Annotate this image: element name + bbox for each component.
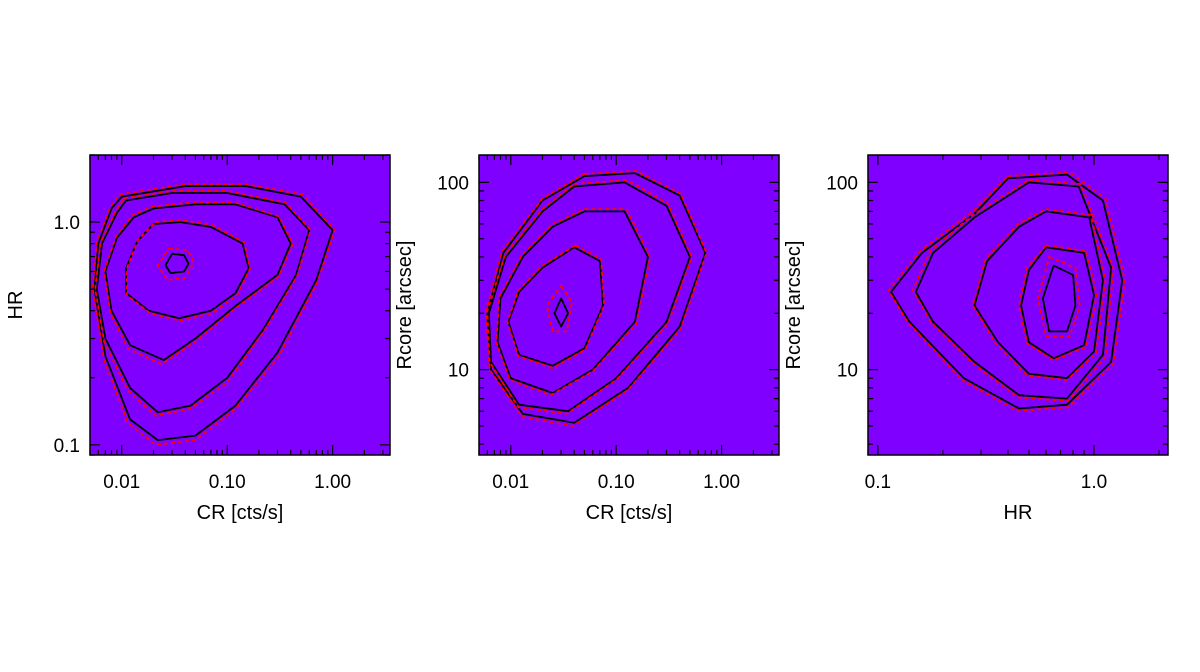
- y-tick-label: 10: [837, 361, 858, 382]
- axes-frame: [89, 154, 391, 456]
- y-tick-label: 0.1: [54, 436, 80, 457]
- x-axis-label: CR [cts/s]: [197, 502, 284, 524]
- solid-contour: [890, 173, 1124, 410]
- axes-frame: [478, 154, 780, 456]
- dashed-contour: [495, 208, 652, 397]
- dashed-contour: [1037, 255, 1081, 338]
- dashed-contour: [484, 170, 708, 427]
- dashed-contour: [91, 183, 336, 446]
- contour-lines: [887, 171, 1126, 413]
- plot-background: [868, 155, 1168, 455]
- y-axis-label: HR: [5, 291, 27, 320]
- solid-contour: [973, 210, 1104, 380]
- plot-background: [479, 155, 779, 455]
- x-tick-label: 0.01: [492, 472, 529, 493]
- contour-lines: [91, 183, 336, 446]
- x-tick-label: 1.00: [703, 472, 740, 493]
- y-axis-label: Rcore [arcsec]: [783, 241, 805, 370]
- x-axis-label: CR [cts/s]: [586, 502, 673, 524]
- solid-contour: [93, 185, 334, 441]
- ticks: [89, 154, 390, 456]
- x-tick-label: 0.10: [209, 472, 246, 493]
- solid-contour: [507, 246, 604, 367]
- ticks: [867, 155, 1168, 455]
- y-tick-label: 100: [826, 173, 858, 194]
- solid-contour: [488, 181, 691, 413]
- panel-1: 0.01 0.10 1.00 0.1 1.0 CR [cts/s] HR: [5, 154, 391, 524]
- y-axis-label: Rcore [arcsec]: [394, 241, 416, 370]
- dashed-contour: [506, 244, 606, 369]
- panel-3: 0.1 1.0 10 100 HR Rcore [arcsec]: [783, 154, 1169, 524]
- solid-contour: [553, 297, 569, 328]
- solid-contour: [104, 203, 292, 361]
- y-tick-label: 1.0: [54, 213, 80, 234]
- x-tick-label: 0.1: [865, 472, 891, 493]
- contour-lines: [484, 170, 708, 427]
- x-tick-label: 1.0: [1081, 472, 1107, 493]
- dashed-contour: [156, 247, 195, 281]
- panel-2: 0.01 0.10 1.00 10 100 CR [cts/s] Rcore [arcsec…: [394, 154, 780, 524]
- plot-background: [90, 155, 390, 455]
- x-axis-label: HR: [1004, 502, 1033, 524]
- solid-contour: [486, 172, 707, 424]
- dashed-contour: [545, 285, 573, 333]
- dashed-contour: [94, 190, 312, 417]
- solid-contour: [1042, 264, 1077, 333]
- x-tick-label: 0.10: [598, 472, 635, 493]
- dashed-contour: [486, 179, 693, 415]
- x-tick-label: 1.00: [314, 472, 351, 493]
- axes-frame: [867, 154, 1169, 456]
- solid-contour: [915, 181, 1112, 400]
- solid-contour: [164, 252, 190, 274]
- solid-contour: [125, 221, 250, 320]
- x-tick-label: 0.01: [103, 472, 140, 493]
- dashed-contour: [103, 201, 294, 366]
- dashed-contour: [887, 171, 1126, 413]
- y-tick-label: 100: [437, 173, 469, 194]
- solid-contour: [1020, 246, 1095, 360]
- dashed-contour: [911, 179, 1115, 402]
- dashed-contour: [126, 219, 251, 322]
- ticks: [478, 155, 779, 455]
- solid-contour: [95, 192, 311, 414]
- solid-contour: [496, 210, 649, 394]
- y-tick-label: 10: [448, 361, 469, 382]
